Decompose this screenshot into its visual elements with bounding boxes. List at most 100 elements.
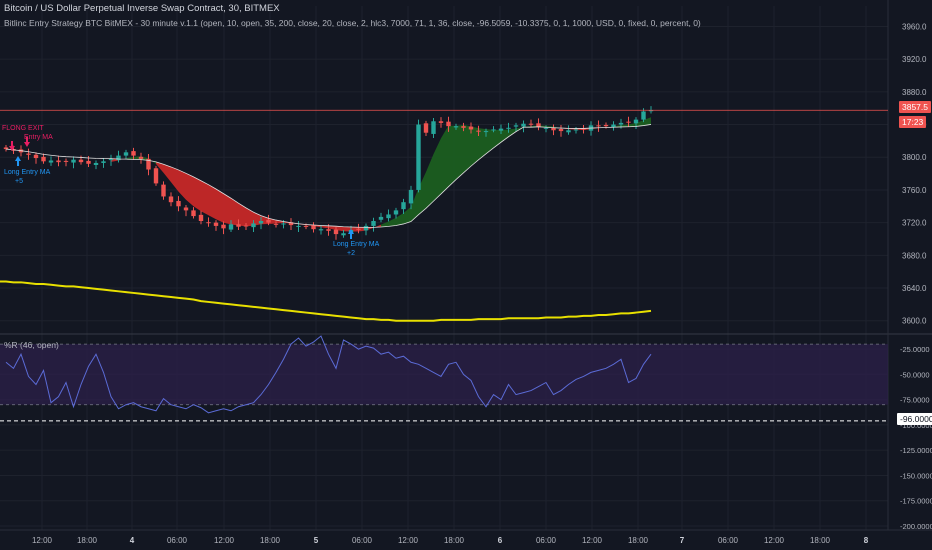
candle-body — [528, 123, 534, 125]
candle-body — [363, 225, 369, 231]
candle-body — [558, 129, 564, 132]
candle-body — [551, 127, 556, 131]
candle-body — [506, 127, 511, 129]
wr-tick-label: -150.0000 — [900, 471, 932, 480]
candle-body — [296, 225, 301, 227]
candle-body — [86, 160, 91, 164]
candle-body — [416, 124, 421, 190]
bull-cloud — [606, 117, 651, 128]
time-tick-label: 8 — [864, 536, 869, 545]
time-tick-label: 18:00 — [628, 536, 649, 545]
candle-body — [213, 222, 219, 226]
ma200-line — [0, 280, 652, 322]
price-tick-label: 3680.0 — [902, 251, 927, 260]
exit-arrow — [24, 137, 30, 147]
candle-body — [408, 189, 414, 204]
time-tick-label: 06:00 — [536, 536, 557, 545]
candle-body — [393, 210, 399, 215]
candle-body — [33, 154, 39, 159]
candle-body — [236, 224, 241, 227]
candle-body — [266, 219, 271, 223]
candle-body — [603, 124, 609, 127]
candle-body — [48, 160, 54, 163]
candle-body — [326, 229, 331, 231]
price-tick-label: 3800.0 — [902, 153, 927, 162]
candle-body — [453, 126, 459, 128]
candle-body — [108, 158, 114, 161]
candle-body — [566, 130, 571, 133]
candle-body — [318, 229, 324, 231]
long-entry-label-2: Long Entry MA — [333, 241, 380, 248]
candle-body — [401, 202, 406, 210]
candle-body — [378, 216, 384, 220]
candle-body — [341, 233, 346, 236]
time-tick-label: 4 — [130, 536, 135, 545]
wr-tick-label: -175.0000 — [900, 497, 932, 506]
candle-body — [228, 224, 234, 230]
price-axis[interactable]: 3600.03640.03680.03720.03760.03800.03840… — [900, 22, 932, 531]
candle-body — [41, 156, 46, 162]
candle-body — [476, 130, 481, 132]
candle-body — [243, 225, 249, 227]
williams-r-line — [5, 335, 652, 414]
candle-body — [633, 119, 639, 124]
candle-body — [536, 123, 541, 127]
candle-body — [311, 225, 316, 230]
wr-tick-label: -100.0000 — [900, 421, 932, 430]
long-exit-label: FLONG EXIT — [2, 125, 44, 132]
candle-body — [513, 125, 519, 127]
candle-body — [93, 162, 99, 166]
long-entry-qty-1: +5 — [15, 178, 23, 185]
candle-body — [423, 123, 429, 133]
time-tick-label: 5 — [314, 536, 319, 545]
time-tick-label: 18:00 — [77, 536, 98, 545]
candle-body — [303, 225, 309, 227]
candle-body — [468, 126, 474, 130]
candle-body — [356, 228, 361, 230]
candle-body — [191, 210, 196, 217]
chart-grid — [0, 6, 888, 530]
candle-body — [596, 125, 601, 127]
long-entry-arrow — [348, 229, 354, 239]
candle-body — [543, 127, 549, 129]
candle-body — [116, 155, 121, 161]
time-axis[interactable]: 12:00 18:00 4 06:00 12:00 18:00 5 06:00 12:00 18:… — [32, 536, 869, 545]
candle-body — [131, 151, 136, 156]
trade-markers — [9, 137, 354, 239]
time-tick-label: 06:00 — [167, 536, 188, 545]
time-tick-label: 06:00 — [352, 536, 373, 545]
candle-body — [386, 214, 391, 219]
candle-body — [168, 196, 174, 203]
candle-body — [498, 128, 504, 131]
candle-body — [153, 168, 159, 184]
basis-line — [5, 124, 652, 228]
candle-body — [3, 147, 9, 150]
last-price-tag: 3857.5 — [899, 101, 931, 113]
candle-body — [491, 129, 496, 131]
candle-body — [221, 224, 226, 229]
time-tick-label: 12:00 — [398, 536, 419, 545]
candle-body — [56, 160, 61, 163]
bar-countdown-tag: 17:23 — [899, 116, 927, 128]
candle-body — [161, 184, 166, 197]
candle-body — [461, 126, 466, 128]
price-tick-label: 3640.0 — [902, 284, 927, 293]
wr-tick-label: -50.0000 — [900, 370, 930, 379]
candle-body — [618, 122, 624, 125]
candle-body — [648, 110, 654, 112]
long-entry-qty-2: +2 — [347, 250, 355, 257]
candle-body — [438, 121, 444, 123]
candle-body — [198, 214, 204, 222]
strategy-title: Bitlinc Entry Strategy BTC BitMEX - 30 m… — [4, 18, 701, 28]
candle-body — [431, 121, 436, 134]
price-tick-label: 3720.0 — [902, 219, 927, 228]
price-tick-label: 3880.0 — [902, 88, 927, 97]
time-tick-label: 12:00 — [214, 536, 235, 545]
candle-body — [446, 121, 451, 127]
candle-body — [138, 156, 144, 159]
price-tick-label: 3920.0 — [902, 55, 927, 64]
wr-tick-label: -125.0000 — [900, 446, 932, 455]
long-entry-label-1: Long Entry MA — [4, 169, 51, 176]
price-lines — [0, 109, 888, 322]
